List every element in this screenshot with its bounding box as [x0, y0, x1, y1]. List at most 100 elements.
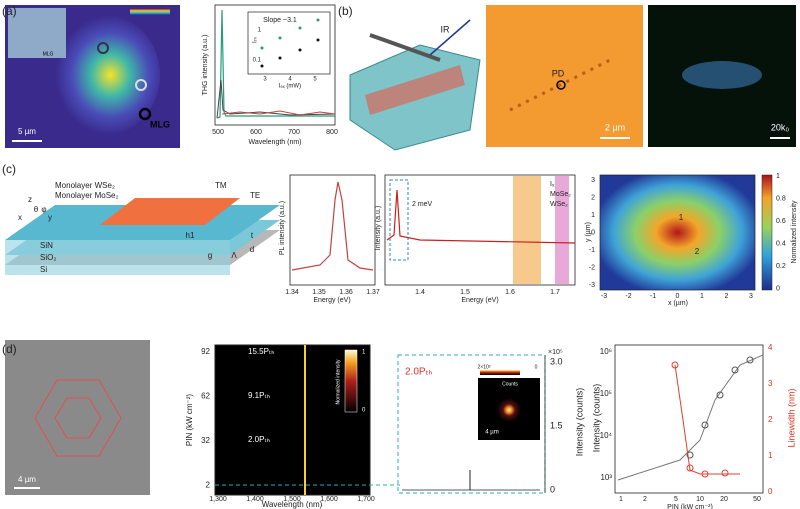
- label: 2 µm: [605, 122, 625, 132]
- label: Energy (eV): [313, 297, 350, 304]
- label: 10: [696, 496, 704, 503]
- label: 20: [720, 496, 728, 503]
- panel-label: (d): [2, 342, 17, 356]
- label: SiO₂: [40, 253, 56, 262]
- label: 2: [725, 293, 729, 300]
- label: 20k₀: [771, 122, 790, 132]
- label: TE: [250, 191, 260, 200]
- label: 1,500: [283, 496, 301, 503]
- label: 1: [591, 212, 595, 219]
- label: 92: [201, 347, 210, 356]
- label: 3: [768, 379, 773, 388]
- label: Λ: [231, 251, 237, 260]
- label: -3: [589, 282, 595, 289]
- label: 1.36: [339, 289, 353, 296]
- label: PL intensity (a.u.): [279, 201, 286, 255]
- label: 50: [753, 496, 761, 503]
- label: 15.5Pₜₕ: [248, 347, 275, 356]
- label: 1.37: [366, 289, 380, 296]
- label: 10⁶: [600, 347, 612, 356]
- label: x (µm): [668, 300, 688, 307]
- label: 500: [212, 129, 224, 136]
- label: 700: [288, 129, 300, 136]
- label: 10⁴: [600, 431, 613, 440]
- label: 0: [550, 484, 555, 494]
- label: 0: [535, 364, 538, 370]
- label: 2×10³: [478, 364, 491, 370]
- label: 3: [591, 177, 595, 184]
- label: 600: [250, 129, 262, 136]
- label: h1: [186, 231, 195, 240]
- label: Linewidth (nm): [786, 388, 796, 447]
- label: 1: [776, 173, 780, 180]
- label: 2: [695, 247, 700, 256]
- label: 5: [313, 77, 317, 83]
- label: Iₜₕ: [253, 37, 259, 43]
- label: 0.4: [776, 240, 786, 247]
- panel-label: (c): [2, 162, 16, 176]
- label: 0: [768, 487, 773, 496]
- label: Iₑₓ (mW): [279, 84, 301, 90]
- panel-label: (b): [338, 4, 353, 18]
- label: y: [48, 213, 52, 222]
- label: 4 µm: [485, 430, 498, 436]
- label: 1,400: [246, 496, 264, 503]
- label: -1: [650, 293, 656, 300]
- label: 2 meV: [412, 201, 433, 208]
- label: 2: [643, 496, 647, 503]
- label: MLG: [43, 51, 54, 57]
- label: Monolayer WSe₂: [55, 181, 115, 190]
- label: -2: [625, 293, 631, 300]
- label: ×10⁵: [548, 349, 563, 356]
- label: Normalized intensity: [335, 359, 341, 405]
- label: 1.34: [285, 289, 299, 296]
- label: d: [250, 245, 254, 254]
- label: 2: [206, 481, 211, 490]
- label: 2: [768, 415, 773, 424]
- label: 10⁵: [600, 389, 612, 398]
- label: 9.1Pₜₕ: [248, 391, 270, 400]
- label: PD: [552, 68, 565, 78]
- label: 1: [362, 350, 366, 356]
- label: 0: [676, 293, 680, 300]
- label: 1: [700, 293, 704, 300]
- label: t: [251, 231, 254, 240]
- label: φ: [41, 205, 46, 214]
- label: 1,700: [357, 496, 375, 503]
- label: 0.1: [253, 58, 262, 64]
- label: 1.7: [550, 289, 560, 296]
- label: 4 µm: [18, 475, 36, 484]
- label: 62: [201, 392, 210, 401]
- label: 10³: [600, 473, 612, 482]
- label: -2: [589, 264, 595, 271]
- label: 5: [674, 496, 678, 503]
- label: 0: [362, 408, 366, 414]
- label: THG intensity (a.u.): [202, 35, 209, 96]
- label: Wavelength (nm): [248, 139, 301, 146]
- label: 2: [591, 194, 595, 201]
- label: PIN (kW cm⁻²): [185, 394, 194, 447]
- label: 1: [768, 451, 773, 460]
- legend-entry: Iₓ: [550, 181, 555, 188]
- label: 1.5: [550, 420, 563, 430]
- label: 0: [776, 285, 780, 292]
- label: 1.4: [415, 289, 425, 296]
- label: Counts: [502, 381, 518, 387]
- label: Intensity (counts): [591, 384, 601, 453]
- label: Slope ~3.1: [263, 17, 297, 24]
- label: 1.5: [460, 289, 470, 296]
- label: 3: [749, 293, 753, 300]
- label: x: [18, 213, 22, 222]
- label: 0.6: [776, 218, 786, 225]
- label: 1,300: [209, 496, 227, 503]
- label: PIN (kW cm⁻²): [667, 504, 713, 509]
- label: Intensity (a.u.): [375, 206, 382, 250]
- label: -3: [601, 293, 607, 300]
- panel-label: (a): [2, 4, 17, 18]
- label: y (µm): [585, 222, 592, 242]
- label: 3: [263, 77, 267, 83]
- label: SiN: [40, 241, 53, 250]
- label: 0.2: [776, 263, 786, 270]
- label: 2.0Pₜₕ: [405, 367, 433, 378]
